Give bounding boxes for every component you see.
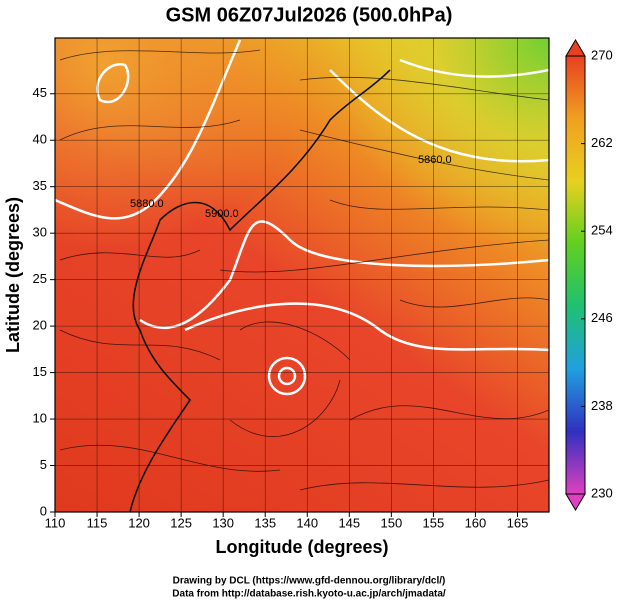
contours — [55, 39, 549, 396]
colorbar-extend — [565, 493, 586, 511]
footer-line: Data from http://database.rish.kyoto-u.a… — [172, 589, 446, 600]
colorbar — [565, 55, 586, 495]
y-tick-label: 40 — [33, 132, 47, 147]
y-tick-label: 0 — [40, 503, 47, 518]
y-tick-label: 45 — [33, 85, 47, 100]
colorbar-tick-label: 270 — [591, 47, 613, 62]
colorbar-extend — [565, 39, 586, 57]
x-tick-label: 135 — [254, 515, 276, 530]
x-tick-label: 110 — [45, 515, 66, 530]
chart-title: GSM 06Z07Jul2026 (500.0hPa) — [166, 4, 453, 26]
footer-line: Drawing by DCL (https://www.gfd-dennou.o… — [173, 576, 446, 587]
colorbar-tick-label: 246 — [591, 310, 613, 325]
x-tick-label: 150 — [380, 515, 402, 530]
y-tick-label: 25 — [33, 271, 47, 286]
x-tick-label: 155 — [423, 515, 445, 530]
y-tick-label: 35 — [33, 178, 47, 193]
y-tick-label: 15 — [33, 364, 47, 379]
contour-label: 5880.0 — [130, 198, 164, 210]
y-tick-label: 30 — [33, 225, 47, 240]
x-tick-label: 125 — [170, 515, 192, 530]
coastline — [129, 69, 391, 512]
x-tick-label: 130 — [212, 515, 234, 530]
y-axis-label: Latitude (degrees) — [3, 197, 23, 353]
colorbar-tick-label: 254 — [591, 223, 613, 238]
x-tick-label: 160 — [465, 515, 487, 530]
x-axis-label: Longitude (degrees) — [215, 537, 388, 557]
colorbar-tick-label: 262 — [591, 135, 613, 150]
y-tick-label: 20 — [33, 318, 47, 333]
streamlines — [59, 49, 549, 491]
y-tick-label: 5 — [40, 457, 47, 472]
contour-label: 5900.0 — [205, 208, 239, 220]
x-tick-label: 140 — [296, 515, 318, 530]
contour-label: 5860.0 — [418, 154, 452, 166]
x-tick-label: 145 — [338, 515, 360, 530]
colorbar-tick-label: 230 — [591, 485, 613, 500]
x-tick-label: 115 — [87, 515, 108, 530]
map-field — [55, 38, 549, 512]
y-tick-label: 10 — [33, 410, 47, 425]
colorbar-tick-label: 238 — [591, 398, 613, 413]
x-tick-label: 165 — [507, 515, 529, 530]
x-tick-label: 120 — [128, 515, 150, 530]
